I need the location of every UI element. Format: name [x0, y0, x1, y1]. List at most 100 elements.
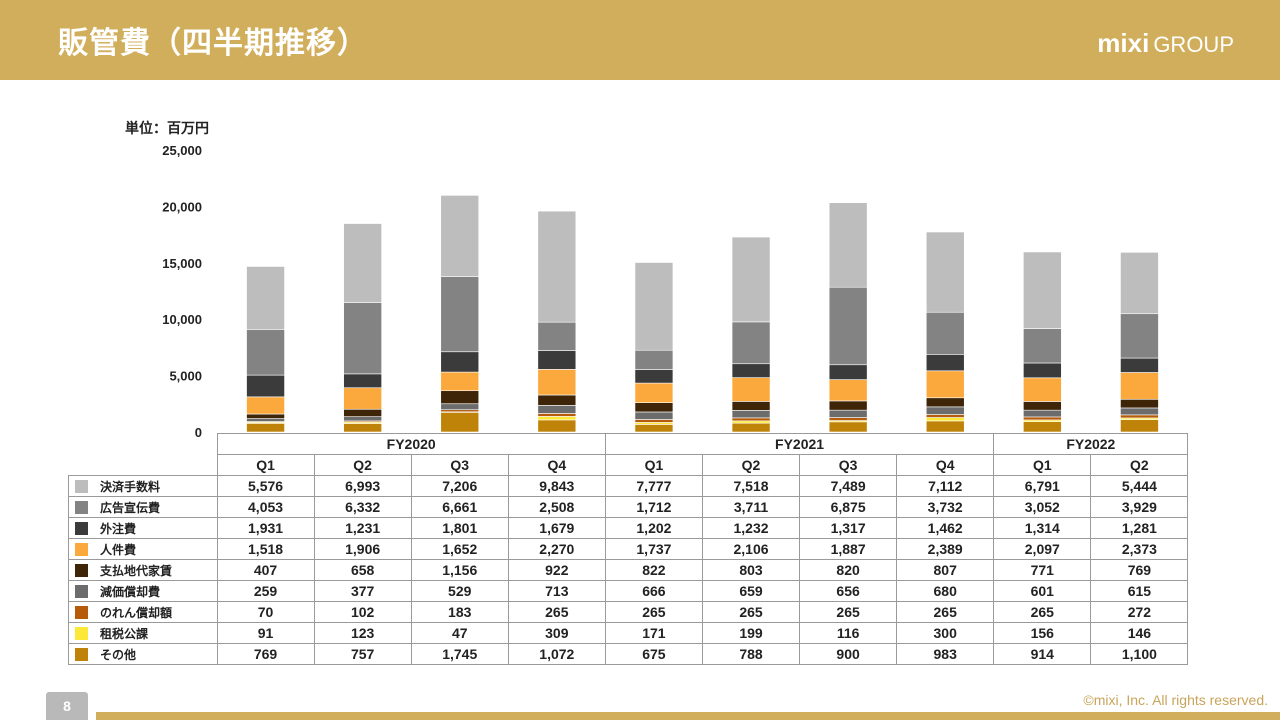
table-cell: 2,097: [993, 538, 1092, 560]
y-tick-label: 20,000: [162, 199, 202, 214]
bar-segment: [246, 374, 285, 398]
bar-segment: [537, 350, 577, 370]
table-cell: 6,661: [410, 496, 509, 518]
bar-segment: [537, 413, 577, 417]
table-cell: 3,732: [896, 496, 995, 518]
table-cell: 265: [896, 601, 995, 623]
table-cell: 771: [993, 559, 1092, 581]
bar-segment: [1120, 407, 1159, 416]
table-cell: 407: [216, 559, 315, 581]
quarter-header: Q1: [604, 454, 703, 476]
series-label-cell: 減価償却費: [68, 580, 218, 602]
bar-segment: [1023, 251, 1062, 329]
quarter-header: Q4: [507, 454, 606, 476]
bar-segment: [925, 311, 965, 355]
table-row: 減価償却費 259 377 529 713 666 659 656 680 601 615: [68, 580, 1189, 602]
bar-segment: [1023, 416, 1062, 421]
table-cell: 5,444: [1090, 475, 1189, 497]
table-cell: 713: [507, 580, 606, 602]
table-cell: 2,270: [507, 538, 606, 560]
bar-segment: [828, 421, 868, 433]
series-label-cell: 人件費: [68, 538, 218, 560]
series-label-cell: 支払地代家賃: [68, 559, 218, 581]
bar-segment: [1023, 362, 1062, 379]
table-cell: 1,931: [216, 517, 315, 539]
table-cell: 1,462: [896, 517, 995, 539]
table-cell: 123: [313, 622, 412, 644]
bar-segment: [925, 420, 965, 433]
table-cell: 807: [896, 559, 995, 581]
table-cell: 272: [1090, 601, 1189, 623]
bar-segment: [731, 236, 771, 323]
bar-segment: [246, 423, 285, 433]
bar-segment: [925, 414, 965, 418]
bar-segment: [1120, 313, 1159, 359]
table-cell: 922: [507, 559, 606, 581]
table-row: 人件費 1,518 1,906 1,652 2,270 1,737 2,106 1,887 2,…: [68, 538, 1189, 560]
bar-segment: [731, 417, 771, 422]
bar-segment: [343, 408, 382, 417]
bar-segment: [537, 369, 577, 396]
table-cell: 769: [216, 643, 315, 665]
bar-segment: [1120, 398, 1159, 409]
series-label-cell: のれん償却額: [68, 601, 218, 623]
table-cell: 4,053: [216, 496, 315, 518]
data-table: FY2020 FY2021 FY2022 Q1 Q2 Q3 Q4 Q1 Q2 Q3 Q4 Q1 Q2 決済…: [68, 433, 1189, 665]
bar-segment: [1120, 414, 1159, 419]
series-label-cell: その他: [68, 643, 218, 665]
table-cell: 803: [701, 559, 801, 581]
bar-segment: [537, 419, 577, 433]
y-tick-label: 0: [195, 425, 202, 440]
bar-segment: [537, 416, 577, 421]
series-name: 広告宣伝費: [100, 500, 161, 515]
table-cell: 199: [701, 622, 801, 644]
table-cell: 7,518: [701, 475, 801, 497]
table-cell: 658: [313, 559, 412, 581]
bar-segment: [634, 424, 674, 433]
bar-segment: [246, 418, 285, 422]
bar-segment: [343, 373, 382, 389]
bar-segment: [828, 379, 868, 402]
bar-segment: [731, 422, 771, 433]
quarter-header: Q1: [216, 454, 315, 476]
table-cell: 1,679: [507, 517, 606, 539]
table-cell: 1,156: [410, 559, 509, 581]
fiscal-year-header: FY2022: [993, 433, 1189, 455]
bar-segment: [1023, 401, 1062, 411]
table-cell: 9,843: [507, 475, 606, 497]
bar-segment: [634, 382, 674, 403]
table-cell: 7,112: [896, 475, 995, 497]
table-cell: 1,652: [410, 538, 509, 560]
table-cell: 3,052: [993, 496, 1092, 518]
table-row: 広告宣伝費 4,053 6,332 6,661 2,508 1,712 3,711 6,875…: [68, 496, 1189, 518]
bar-segment: [1023, 377, 1062, 402]
bar-segment: [537, 321, 577, 351]
table-cell: 2,106: [701, 538, 801, 560]
legend-swatch: [75, 605, 88, 619]
table-corner: [69, 455, 218, 476]
table-cell: 1,737: [604, 538, 703, 560]
table-cell: 259: [216, 580, 315, 602]
legend-swatch: [75, 584, 88, 598]
bar-segment: [634, 349, 674, 370]
table-row: 決済手数料 5,576 6,993 7,206 9,843 7,777 7,518 7,489…: [68, 475, 1189, 497]
logo-sub-text: GROUP: [1153, 32, 1234, 57]
table-cell: 3,711: [701, 496, 801, 518]
table-cell: 6,791: [993, 475, 1092, 497]
bar-segment: [925, 354, 965, 372]
bar-segment: [731, 410, 771, 419]
series-label-cell: 外注費: [68, 517, 218, 539]
table-cell: 1,906: [313, 538, 412, 560]
quarter-header: Q2: [313, 454, 412, 476]
table-cell: 102: [313, 601, 412, 623]
bar-segment: [828, 286, 868, 366]
table-cell: 615: [1090, 580, 1189, 602]
table-cell: 1,314: [993, 517, 1092, 539]
legend-swatch: [75, 479, 88, 493]
bar-segment: [828, 202, 868, 288]
series-name: 支払地代家賃: [100, 563, 173, 578]
table-cell: 183: [410, 601, 509, 623]
table-cell: 7,489: [799, 475, 898, 497]
unit-label: 単位：百万円: [125, 121, 209, 137]
bar-segment: [537, 405, 577, 414]
